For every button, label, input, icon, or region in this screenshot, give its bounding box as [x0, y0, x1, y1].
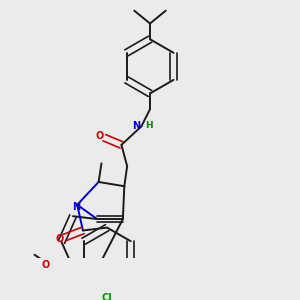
Text: O: O — [55, 234, 63, 244]
Text: N: N — [132, 121, 140, 131]
Text: O: O — [42, 260, 50, 270]
Text: H: H — [145, 121, 152, 130]
Text: O: O — [95, 131, 103, 141]
Text: Cl: Cl — [102, 293, 112, 300]
Text: N: N — [72, 202, 80, 212]
